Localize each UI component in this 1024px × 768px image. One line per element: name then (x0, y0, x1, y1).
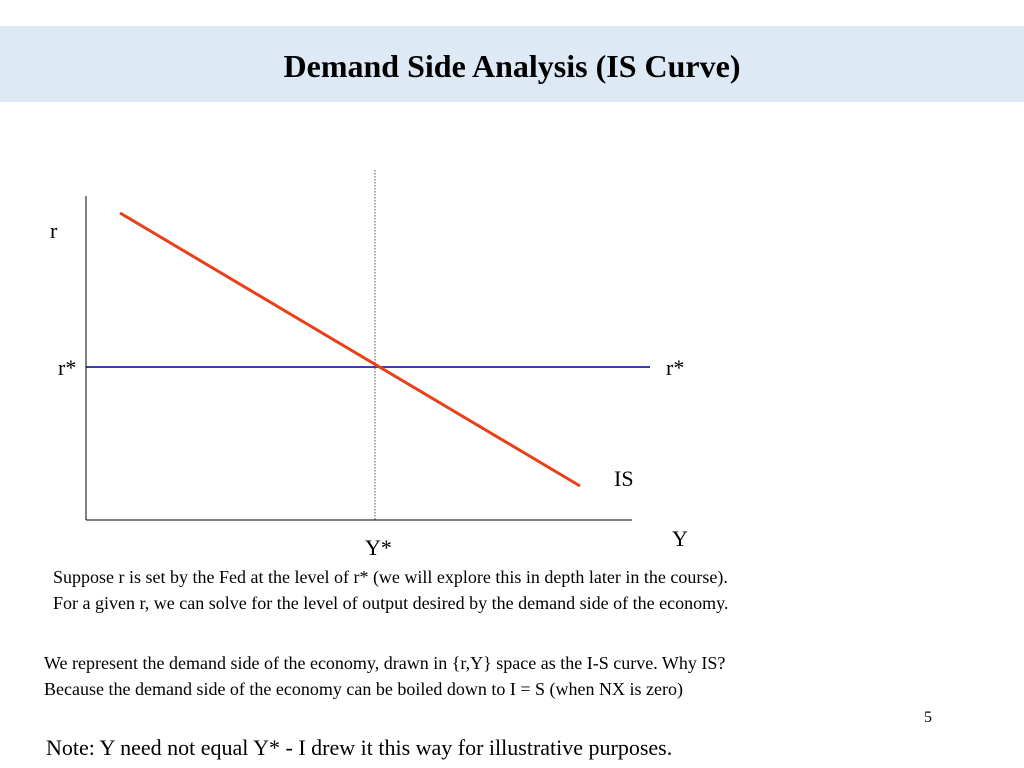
y-star-label: Y* (365, 535, 392, 560)
page-number: 5 (924, 709, 932, 726)
paragraph-1-line-2: For a given r, we can solve for the leve… (53, 593, 729, 613)
paragraph-2-line-1: We represent the demand side of the econ… (44, 653, 726, 673)
r-star-left-label: r* (58, 355, 77, 380)
title-band (0, 26, 1024, 102)
x-axis-label: Y (672, 526, 688, 551)
note-text: Note: Y need not equal Y* - I drew it th… (46, 735, 673, 760)
is-curve-label: IS (614, 466, 634, 491)
is-curve-line (119, 211, 581, 488)
paragraph-1-line-1: Suppose r is set by the Fed at the level… (53, 567, 728, 587)
r-star-right-label: r* (666, 355, 685, 380)
slide-title: Demand Side Analysis (IS Curve) (283, 48, 741, 84)
paragraph-2-line-2: Because the demand side of the economy c… (44, 679, 683, 699)
y-axis-label: r (50, 218, 58, 243)
